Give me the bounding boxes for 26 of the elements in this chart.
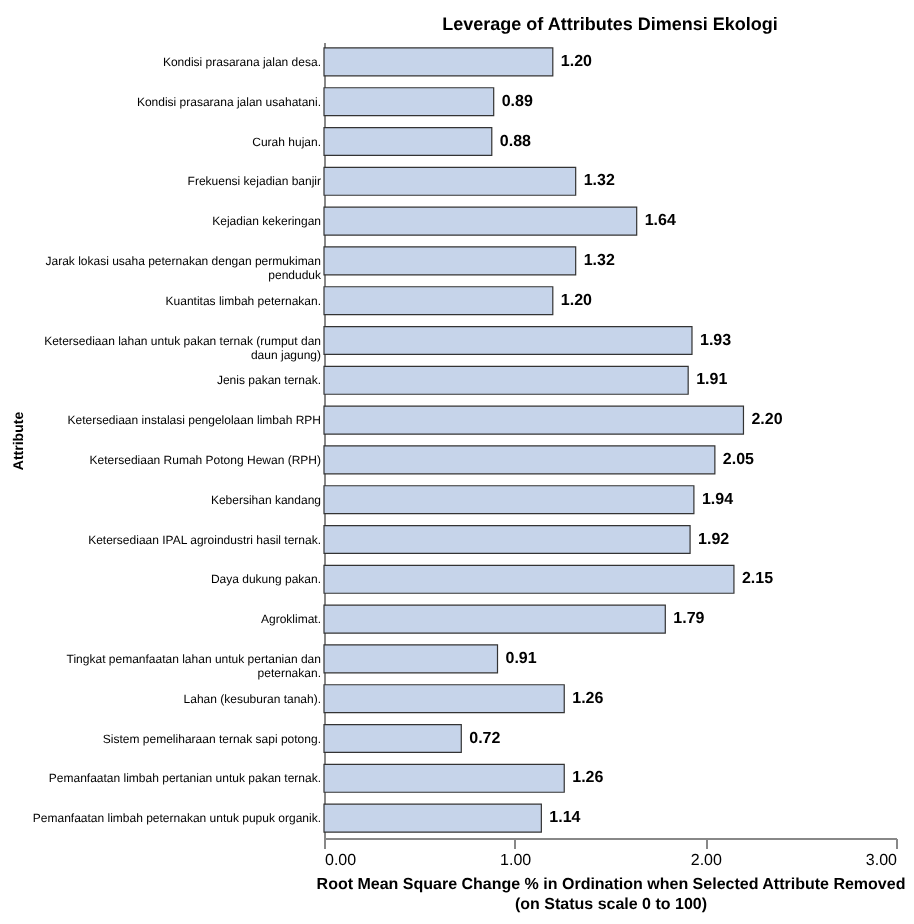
data-label: 1.94 [701, 489, 735, 508]
data-label: 1.14 [549, 808, 582, 827]
data-label: 0.89 [501, 91, 534, 110]
data-label: 2.05 [722, 449, 756, 468]
data-label: 1.20 [560, 51, 594, 70]
x-tick-label: 0.00 [325, 851, 358, 869]
chart-title: Leverage of Attributes Dimensi Ekologi [442, 14, 778, 34]
data-label: 2.15 [741, 569, 775, 588]
data-label: 1.32 [583, 250, 616, 269]
data-label: 0.72 [469, 728, 502, 747]
x-axis-title: Root Mean Square Change % in Ordination when Selected Attribute Removed (on Status scale 0 to 100) [316, 875, 906, 913]
data-label: 1.20 [560, 290, 594, 309]
data-label: 1.93 [699, 330, 733, 349]
data-label: 1.64 [644, 211, 677, 230]
x-tick-label: 2.00 [690, 851, 723, 869]
x-tick-label: 3.00 [865, 851, 899, 869]
data-label: 2.20 [751, 410, 784, 429]
data-label: 1.26 [572, 688, 605, 707]
data-label: 1.91 [696, 370, 729, 389]
data-label: 0.88 [499, 131, 533, 150]
data-label: 0.91 [505, 648, 538, 667]
data-label: 1.26 [572, 768, 605, 787]
data-label: 1.79 [673, 609, 706, 628]
data-label: 1.32 [583, 171, 616, 190]
data-label: 1.92 [698, 529, 731, 548]
x-tick-label: 1.00 [500, 851, 533, 869]
